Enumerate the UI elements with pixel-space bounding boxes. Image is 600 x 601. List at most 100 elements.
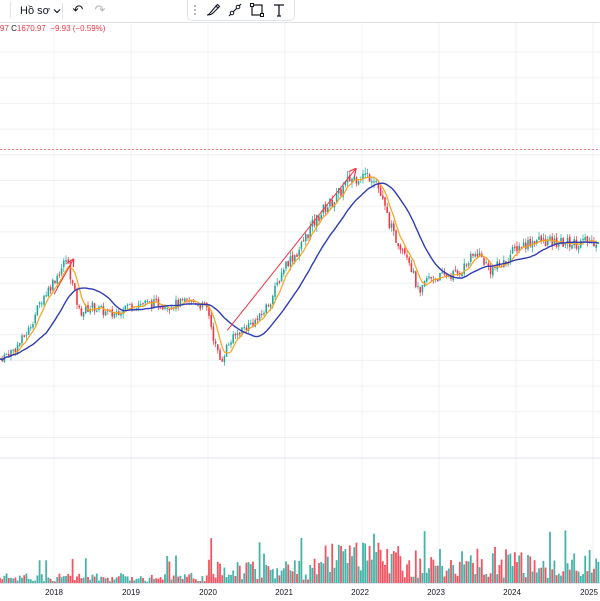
candle-body <box>113 313 116 318</box>
volume-bar <box>186 576 188 583</box>
rectangle-icon[interactable] <box>248 1 266 19</box>
volume-bar <box>181 578 184 583</box>
volume-bar <box>267 566 270 583</box>
candle-body <box>272 295 274 304</box>
candle-body <box>375 181 377 183</box>
drag-handle[interactable] <box>193 4 197 16</box>
candle-body <box>197 305 199 307</box>
candle-body <box>63 260 65 268</box>
volume-bar <box>153 579 155 583</box>
volume-bar <box>3 575 6 583</box>
volume-bar <box>287 564 290 583</box>
volume-bar <box>551 569 554 583</box>
candle-body <box>316 214 318 227</box>
undo-icon[interactable]: ↶ <box>72 2 84 17</box>
volume-bar <box>36 575 39 583</box>
brush-icon[interactable] <box>204 1 222 19</box>
volume-bar <box>406 564 408 583</box>
text-icon[interactable] <box>270 1 288 19</box>
volume-bar <box>280 570 283 583</box>
candle-body <box>41 303 43 305</box>
candle-body <box>201 302 204 308</box>
volume-bar <box>98 580 100 583</box>
volume-bar <box>379 549 382 583</box>
volume-bar <box>463 564 466 583</box>
volume-bar <box>263 553 265 583</box>
volume-bar <box>568 569 571 583</box>
volume-bar <box>298 560 301 583</box>
volume-bar <box>573 553 576 583</box>
volume-bar <box>80 578 83 583</box>
volume-bar <box>155 578 158 583</box>
volume-bar <box>307 579 309 583</box>
candle-body <box>540 235 542 242</box>
candle-body <box>443 272 446 275</box>
candle-body <box>190 300 193 302</box>
candle-body <box>21 335 23 344</box>
volume-bar <box>190 572 193 583</box>
volume-bar <box>494 546 496 583</box>
time-axis[interactable]: 2018 2019 2020 2021 2022 2023 2024 2025 <box>0 583 600 601</box>
profile-menu[interactable]: Hồ sơ <box>20 3 61 19</box>
volume-bar <box>236 562 239 583</box>
candle-body <box>38 302 41 305</box>
chart-grid <box>0 22 600 583</box>
volume-bar <box>128 580 131 583</box>
volume-bar <box>364 543 367 583</box>
volume-bar <box>469 555 472 583</box>
volume-bar <box>458 561 461 583</box>
candle-body <box>307 234 309 238</box>
candle-body <box>82 312 85 317</box>
volume-bar <box>82 577 85 583</box>
candle-body <box>104 311 107 316</box>
volume-bar <box>16 580 19 583</box>
candle-body <box>426 278 428 282</box>
candle-body <box>126 304 129 306</box>
volume-bar <box>40 574 43 583</box>
volume-bar <box>507 554 510 583</box>
candle-body <box>287 261 289 267</box>
volume-bar <box>577 571 580 583</box>
candle-body <box>225 344 228 357</box>
volume-bar <box>359 570 362 583</box>
candle-body <box>577 246 580 250</box>
volume-bar <box>14 577 17 583</box>
candle-body <box>175 299 177 309</box>
candle-body <box>410 263 413 272</box>
volume-bar <box>397 546 400 583</box>
candle-body <box>340 188 342 196</box>
volume-bar <box>291 571 294 583</box>
volume-bar <box>346 563 349 583</box>
candle-body <box>67 259 69 262</box>
candle-body <box>285 261 287 269</box>
volume-bar <box>67 573 70 583</box>
volume-bar <box>58 573 61 583</box>
volume-bar <box>142 577 144 583</box>
volume-bar <box>302 579 305 583</box>
drawn-annotations[interactable] <box>0 148 600 331</box>
volume-bar <box>375 552 378 583</box>
candle-body <box>318 216 320 221</box>
volume-bar <box>408 560 411 583</box>
candle-body <box>49 286 52 291</box>
volume-bar <box>230 574 232 583</box>
candle-body <box>320 214 322 220</box>
candle-body <box>181 299 184 301</box>
volume-bars <box>0 530 600 583</box>
volume-bar <box>590 572 593 583</box>
volume-bar <box>329 572 331 583</box>
volume-bar <box>47 577 50 583</box>
volume-bar <box>192 578 195 583</box>
redo-icon[interactable]: ↷ <box>94 2 106 17</box>
volume-bar <box>238 565 241 583</box>
volume-bar <box>348 545 351 583</box>
volume-bar <box>104 578 107 583</box>
volume-bar <box>56 577 59 583</box>
candle-body <box>527 239 529 250</box>
toolbar-stub <box>0 2 11 18</box>
volume-bar <box>131 577 133 583</box>
candle-body <box>144 300 146 304</box>
line-icon[interactable] <box>226 1 244 19</box>
ohlc-legend: 97 C1670.97 −9.93 (−0.59%) <box>0 24 105 33</box>
